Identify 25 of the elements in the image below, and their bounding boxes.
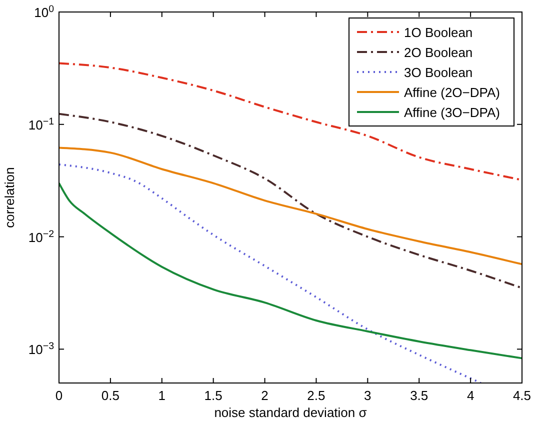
- y-tick-label: 10$^{−1}$: [28, 116, 54, 132]
- y-tick-label: 10$^{−2}$: [28, 228, 54, 245]
- legend-label: 1O Boolean: [404, 25, 473, 40]
- x-tick-label: 2.5: [307, 388, 326, 403]
- legend-label: 2O Boolean: [404, 45, 473, 60]
- line-series: [59, 163, 482, 383]
- x-tick-label: 3: [364, 388, 372, 403]
- x-tick-label: 1.5: [204, 388, 222, 403]
- x-tick-label: 2: [261, 388, 268, 403]
- x-tick-label: 3.5: [410, 388, 428, 403]
- x-tick-label: 1: [158, 388, 166, 403]
- x-tick-label: 4: [466, 388, 474, 403]
- x-tick-label: 0.5: [101, 388, 120, 403]
- x-tick-label: 0: [55, 388, 63, 403]
- y-tick-label: 10$^{−3}$: [28, 340, 54, 358]
- line-series: [59, 182, 522, 360]
- legend-label: Affine (2O−DPA): [404, 85, 500, 100]
- x-tick-label: 4.5: [512, 388, 532, 403]
- x-axis-title: noise standard deviation σ: [214, 405, 367, 420]
- line-series: [59, 62, 522, 182]
- line-series: [59, 146, 522, 266]
- legend-label: Affine (3O−DPA): [404, 105, 500, 120]
- legend-label: 3O Boolean: [404, 65, 473, 80]
- y-axis-title: correlation: [2, 167, 17, 228]
- y-tick-label: 10$^{0}$: [34, 4, 55, 20]
